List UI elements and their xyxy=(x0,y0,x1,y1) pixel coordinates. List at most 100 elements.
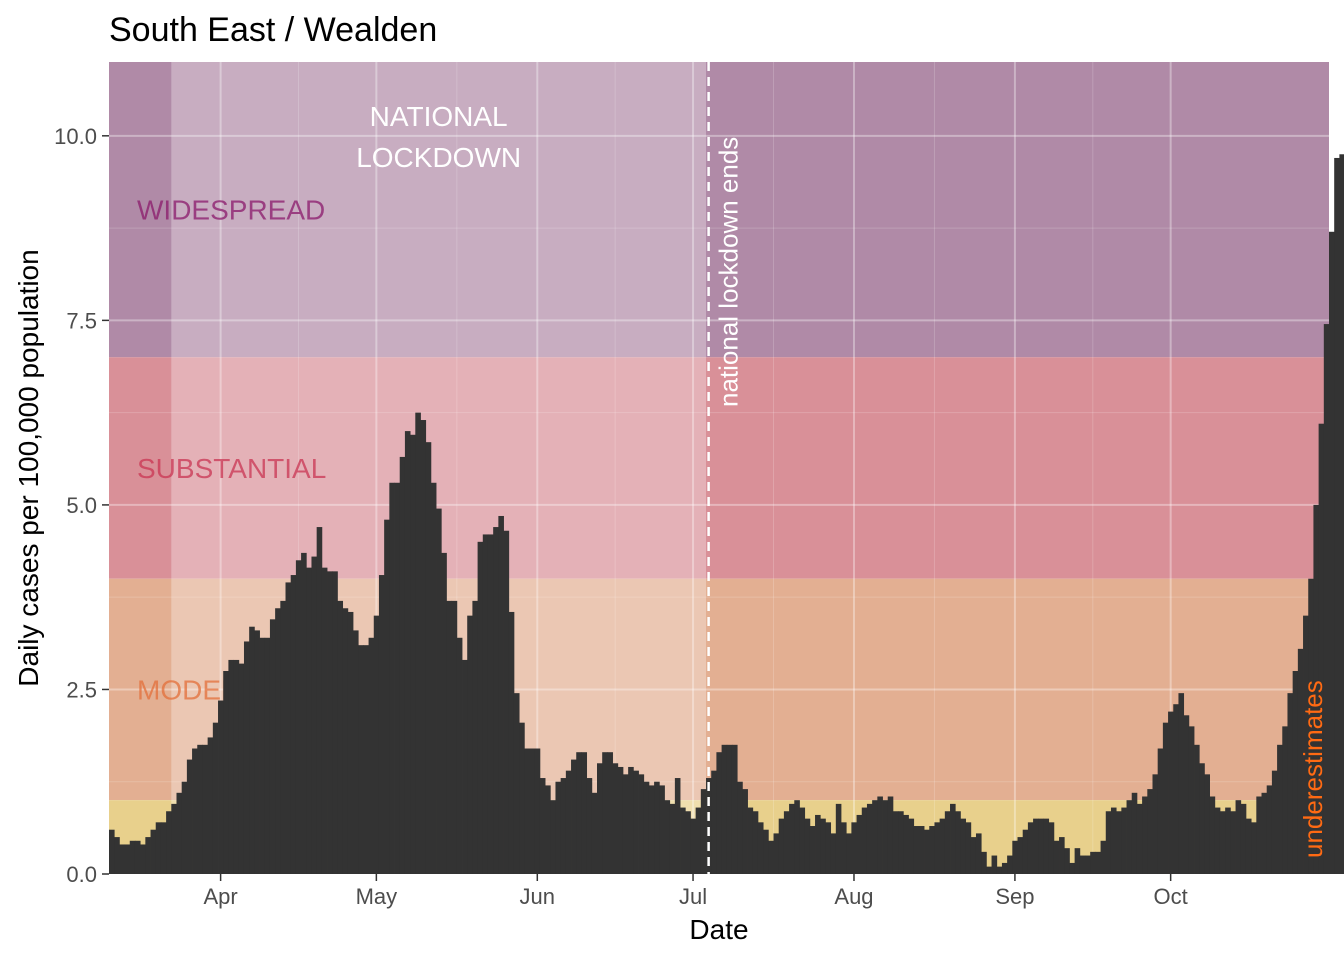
bar xyxy=(597,763,603,874)
bar xyxy=(482,534,489,874)
bar xyxy=(586,778,593,874)
bar xyxy=(1271,770,1278,874)
bar xyxy=(981,851,987,874)
bar xyxy=(1230,811,1236,874)
bar xyxy=(711,770,717,874)
bar xyxy=(228,659,234,874)
bar xyxy=(726,744,733,874)
bar xyxy=(446,600,453,874)
y-tick-label: 5.0 xyxy=(66,493,97,518)
bar xyxy=(1219,811,1226,874)
bar xyxy=(186,759,193,874)
bar xyxy=(1256,796,1262,874)
bar xyxy=(918,826,925,874)
bar xyxy=(160,822,167,874)
bar xyxy=(815,814,821,874)
bar xyxy=(493,527,499,874)
bar xyxy=(238,663,245,874)
bar xyxy=(207,737,214,874)
bar xyxy=(150,829,157,874)
bar xyxy=(872,800,878,874)
bar xyxy=(607,752,613,874)
lockdown-label-line2: LOCKDOWN xyxy=(356,142,521,173)
bar xyxy=(181,781,188,874)
x-tick-label: Jun xyxy=(520,884,555,909)
y-tick-label: 7.5 xyxy=(66,308,97,333)
bar xyxy=(757,822,764,874)
x-tick-label: Jul xyxy=(679,884,707,909)
bar xyxy=(877,796,883,874)
bar xyxy=(1251,822,1257,874)
bar xyxy=(373,615,380,874)
bar xyxy=(1105,811,1112,874)
bar xyxy=(1297,648,1304,874)
bar xyxy=(913,826,920,874)
bar xyxy=(513,693,520,874)
bar xyxy=(519,722,525,874)
bar xyxy=(1001,862,1008,874)
bar xyxy=(280,600,286,874)
bar xyxy=(249,626,255,874)
bar xyxy=(1329,231,1335,875)
bar xyxy=(134,840,141,874)
bar xyxy=(783,811,790,874)
bar xyxy=(145,837,151,874)
bar xyxy=(1240,803,1247,874)
bar xyxy=(903,814,909,874)
bar xyxy=(1323,324,1330,874)
bar xyxy=(1313,504,1320,874)
bar xyxy=(1287,693,1294,874)
bar xyxy=(202,744,209,874)
bar xyxy=(212,722,219,874)
bar xyxy=(498,515,504,874)
bar xyxy=(1121,807,1127,874)
bar xyxy=(176,792,183,874)
bar xyxy=(809,826,816,874)
bar xyxy=(892,811,899,874)
bar xyxy=(368,637,375,874)
y-tick-label: 0.0 xyxy=(66,862,97,887)
bar xyxy=(1079,855,1086,874)
bar xyxy=(591,792,598,874)
bar xyxy=(1303,615,1309,874)
bar xyxy=(1292,671,1299,874)
bar xyxy=(264,637,271,874)
bar xyxy=(680,807,686,874)
bar xyxy=(1116,811,1122,874)
bar xyxy=(534,748,541,874)
bar xyxy=(1188,726,1195,874)
bar xyxy=(851,822,857,874)
bar xyxy=(233,659,240,874)
bar xyxy=(456,637,463,874)
bar xyxy=(441,552,447,874)
bar xyxy=(425,442,432,874)
bar xyxy=(1142,796,1148,874)
bar xyxy=(166,811,172,874)
bar xyxy=(1235,800,1242,874)
bar xyxy=(192,748,198,874)
bar xyxy=(301,552,307,874)
bar xyxy=(778,818,785,874)
bar xyxy=(436,508,442,874)
bar xyxy=(794,800,800,874)
bar xyxy=(332,571,338,874)
bar xyxy=(970,837,977,874)
bar xyxy=(1261,792,1268,874)
bar xyxy=(1168,711,1174,874)
bar xyxy=(1090,851,1096,874)
bar xyxy=(1048,822,1055,874)
bar xyxy=(825,822,832,874)
bar xyxy=(327,571,333,874)
bars xyxy=(109,154,1344,875)
bar xyxy=(659,785,665,874)
bar xyxy=(1126,800,1133,874)
bar xyxy=(218,700,224,874)
bar xyxy=(955,811,961,874)
bar xyxy=(290,575,297,874)
bar xyxy=(114,837,120,874)
bar xyxy=(529,748,536,874)
lockdown-end-label: national lockdown ends xyxy=(714,137,744,407)
bar xyxy=(742,789,748,874)
